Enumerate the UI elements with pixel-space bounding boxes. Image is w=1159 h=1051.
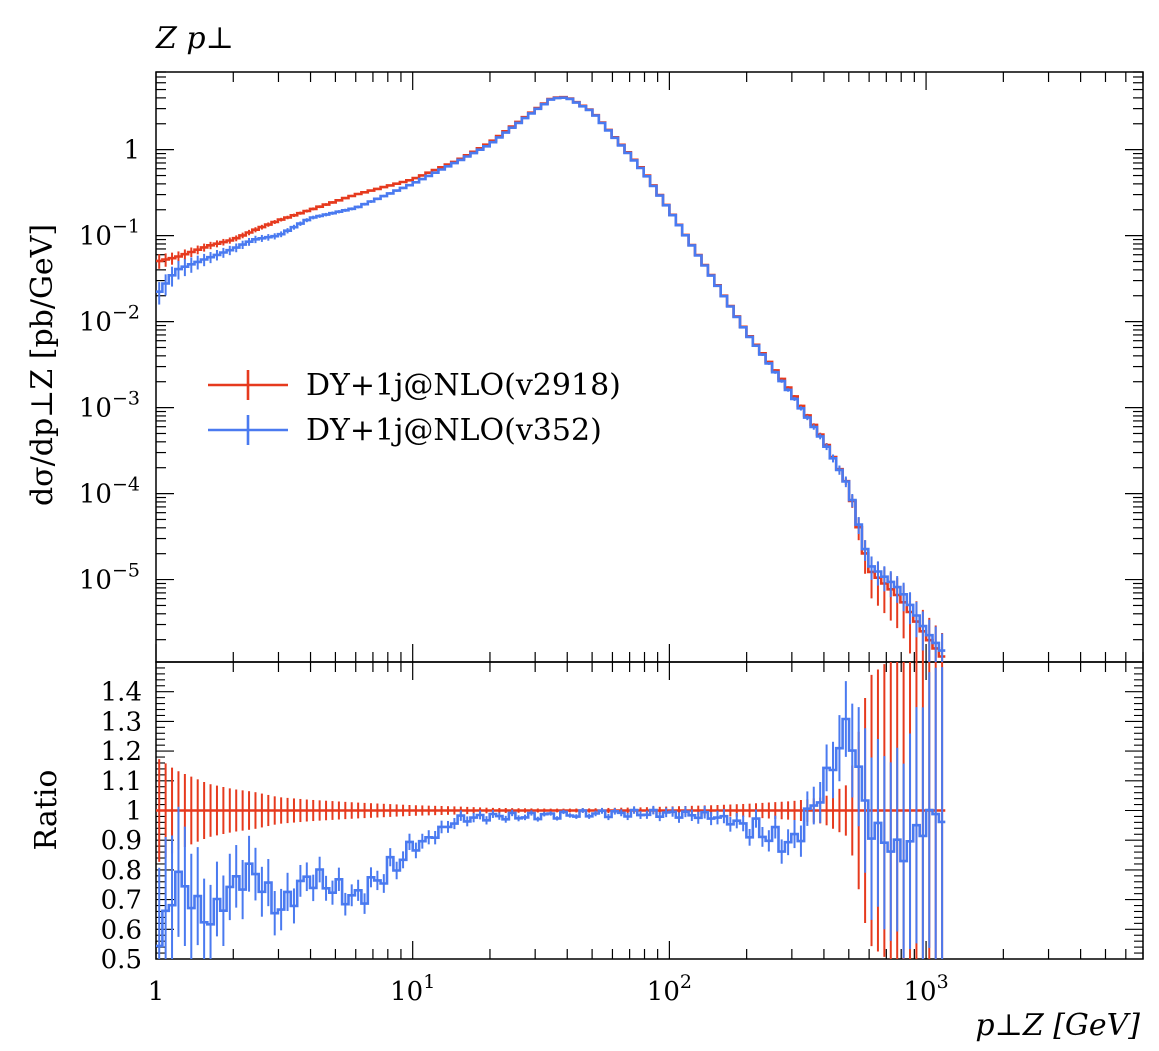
axis-ticks [155,71,1144,960]
y-tick-label: 10−2 [79,302,140,338]
main-series [156,95,946,662]
ratio-series-line [156,717,946,948]
y-tick-label: 10−3 [79,388,140,424]
y-tick-exponent: −3 [112,388,140,410]
y-tick-exponent: −4 [112,474,140,496]
main-panel-frame [155,71,1144,663]
ratio-series [156,662,946,959]
x-tick-exponent: 2 [680,971,692,993]
y-tick-label: 10−1 [79,216,140,252]
y-tick-exponent: −1 [112,216,140,238]
ratio-tick-label: 0.7 [101,886,142,916]
chart-title: Z p⊥ [155,21,234,56]
y-tick-exponent: −2 [112,302,140,324]
x-tick-label: 101 [390,971,435,1007]
legend-label: DY+1j@NLO(v352) [306,413,602,448]
tick-labels: 1 101 102 103110−110−210−310−410−50.50.60.7… [79,136,949,1007]
legend: DY+1j@NLO(v2918) DY+1j@NLO(v352) [208,368,621,448]
y-axis-title: dσ/dp⊥Z [pb/GeV] [25,224,60,506]
y-tick-label: 1 [123,136,140,166]
y-tick-label: 10−4 [79,474,140,510]
ratio-tick-label: 0.9 [101,826,142,856]
x-tick-label: 103 [903,971,948,1007]
ratio-tick-label: 0.5 [101,945,142,975]
x-axis-title: p⊥Z [GeV] [975,1008,1140,1043]
legend-label: DY+1j@NLO(v2918) [306,368,621,403]
ratio-axis-title: Ratio [29,770,64,851]
ratio-tick-label: 1.2 [101,737,142,767]
main-series-line [156,96,946,652]
ratio-tick-label: 1 [125,797,142,827]
x-tick-exponent: 3 [937,971,949,993]
ratio-tick-label: 1.3 [101,707,142,737]
ratio-tick-label: 0.6 [101,915,142,945]
x-tick-label: 102 [647,971,692,1007]
ratio-tick-label: 1.1 [101,767,142,797]
x-tick-exponent: 1 [423,971,435,993]
ratio-tick-label: 0.8 [101,856,142,886]
ratio-tick-label: 1.4 [101,678,142,708]
x-tick-label: 1 [148,977,165,1007]
y-tick-exponent: −5 [112,560,140,582]
y-tick-label: 10−5 [79,560,140,596]
